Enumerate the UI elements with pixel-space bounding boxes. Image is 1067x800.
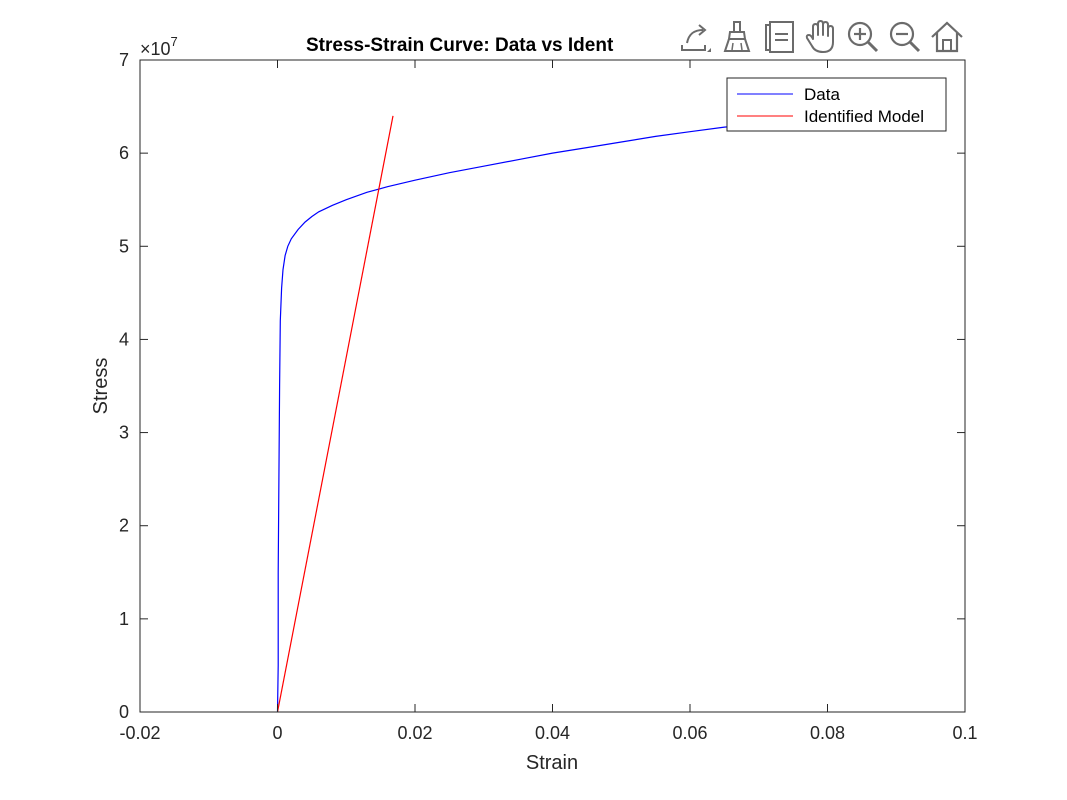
legend-label-data: Data: [804, 85, 840, 104]
legend: Data Identified Model: [726, 77, 947, 132]
y-exponent-base: ×10: [140, 39, 171, 59]
zoom-in-button[interactable]: [843, 17, 883, 57]
y-tick-label: 5: [119, 236, 129, 256]
export-button[interactable]: [675, 17, 715, 57]
home-icon: [931, 21, 963, 53]
zoom-out-icon: [889, 21, 921, 53]
axes-background: [140, 60, 965, 712]
y-tick-label: 1: [119, 609, 129, 629]
data-tips-icon: [765, 21, 794, 53]
y-exponent-power: 7: [171, 34, 178, 49]
pan-button[interactable]: [801, 17, 841, 57]
zoom-out-button[interactable]: [885, 17, 925, 57]
y-exponent-label: ×107: [140, 34, 178, 59]
y-tick-label: 2: [119, 516, 129, 536]
x-tick-label: 0.1: [952, 723, 977, 743]
legend-label-model: Identified Model: [804, 107, 924, 126]
data-tips-button[interactable]: [759, 17, 799, 57]
axes-toolbar: [675, 16, 967, 58]
y-axis: 0 1 2 3 4 5 6 7: [119, 50, 965, 722]
x-tick-label: 0: [272, 723, 282, 743]
y-tick-label: 0: [119, 702, 129, 722]
series-line-identified-model: [276, 115, 394, 713]
y-axis-label: Stress: [90, 358, 112, 415]
y-tick-label: 3: [119, 423, 129, 443]
x-tick-label: 0.06: [672, 723, 707, 743]
zoom-in-icon: [847, 21, 879, 53]
export-icon: [681, 24, 711, 52]
x-axis: -0.02 0 0.02 0.04 0.06 0.08 0.1: [119, 60, 978, 743]
y-tick-label: 7: [119, 50, 129, 70]
brush-button[interactable]: [717, 17, 757, 57]
brush-icon: [723, 21, 751, 52]
x-axis-label: Strain: [526, 752, 578, 774]
y-tick-label: 6: [119, 143, 129, 163]
legend-box: [726, 77, 947, 132]
chart-title: Stress-Strain Curve: Data vs Ident: [306, 35, 614, 56]
x-tick-label: -0.02: [119, 723, 160, 743]
series-line-data: [276, 123, 759, 713]
y-tick-label: 4: [119, 329, 129, 349]
x-tick-label: 0.04: [535, 723, 570, 743]
home-button[interactable]: [927, 17, 967, 57]
series-layer: [276, 115, 759, 713]
pan-icon: [805, 20, 834, 53]
x-tick-label: 0.08: [810, 723, 845, 743]
x-tick-label: 0.02: [397, 723, 432, 743]
